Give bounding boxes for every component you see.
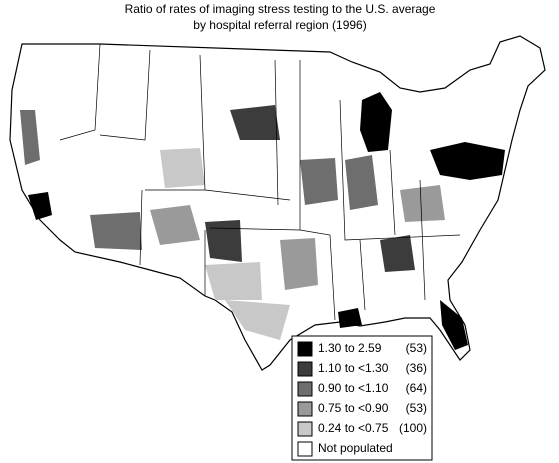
regions	[20, 92, 505, 350]
legend-swatch	[297, 341, 313, 357]
state-lines	[59, 43, 461, 321]
title-line: Ratio of rates of imaging stress testing…	[125, 2, 436, 16]
legend: 1.30 to 2.59 (53) 1.10 to <1.30 (36) 0.90 to…	[291, 335, 433, 461]
legend-label: 0.75 to <0.90	[318, 401, 389, 415]
legend-label: Not populated	[318, 441, 393, 455]
legend-swatch	[297, 421, 313, 437]
legend-swatch	[297, 441, 313, 457]
legend-swatch	[297, 401, 313, 417]
legend-label: 1.30 to 2.59	[318, 341, 382, 355]
legend-count: (36)	[406, 361, 427, 375]
legend-swatch	[297, 361, 313, 377]
legend-count: (64)	[406, 381, 427, 395]
legend-label: 0.24 to <0.75	[318, 421, 389, 435]
us-map	[9, 35, 546, 371]
legend-label: 0.90 to <1.10	[318, 381, 389, 395]
title-line: by hospital referral region (1996)	[193, 18, 366, 32]
legend-count: (100)	[399, 421, 427, 435]
legend-count: (53)	[406, 341, 427, 355]
legend-label: 1.10 to <1.30	[318, 361, 389, 375]
us-outline	[9, 35, 546, 371]
legend-box	[291, 335, 433, 461]
legend-count: (53)	[406, 401, 427, 415]
legend-swatch	[297, 381, 313, 397]
